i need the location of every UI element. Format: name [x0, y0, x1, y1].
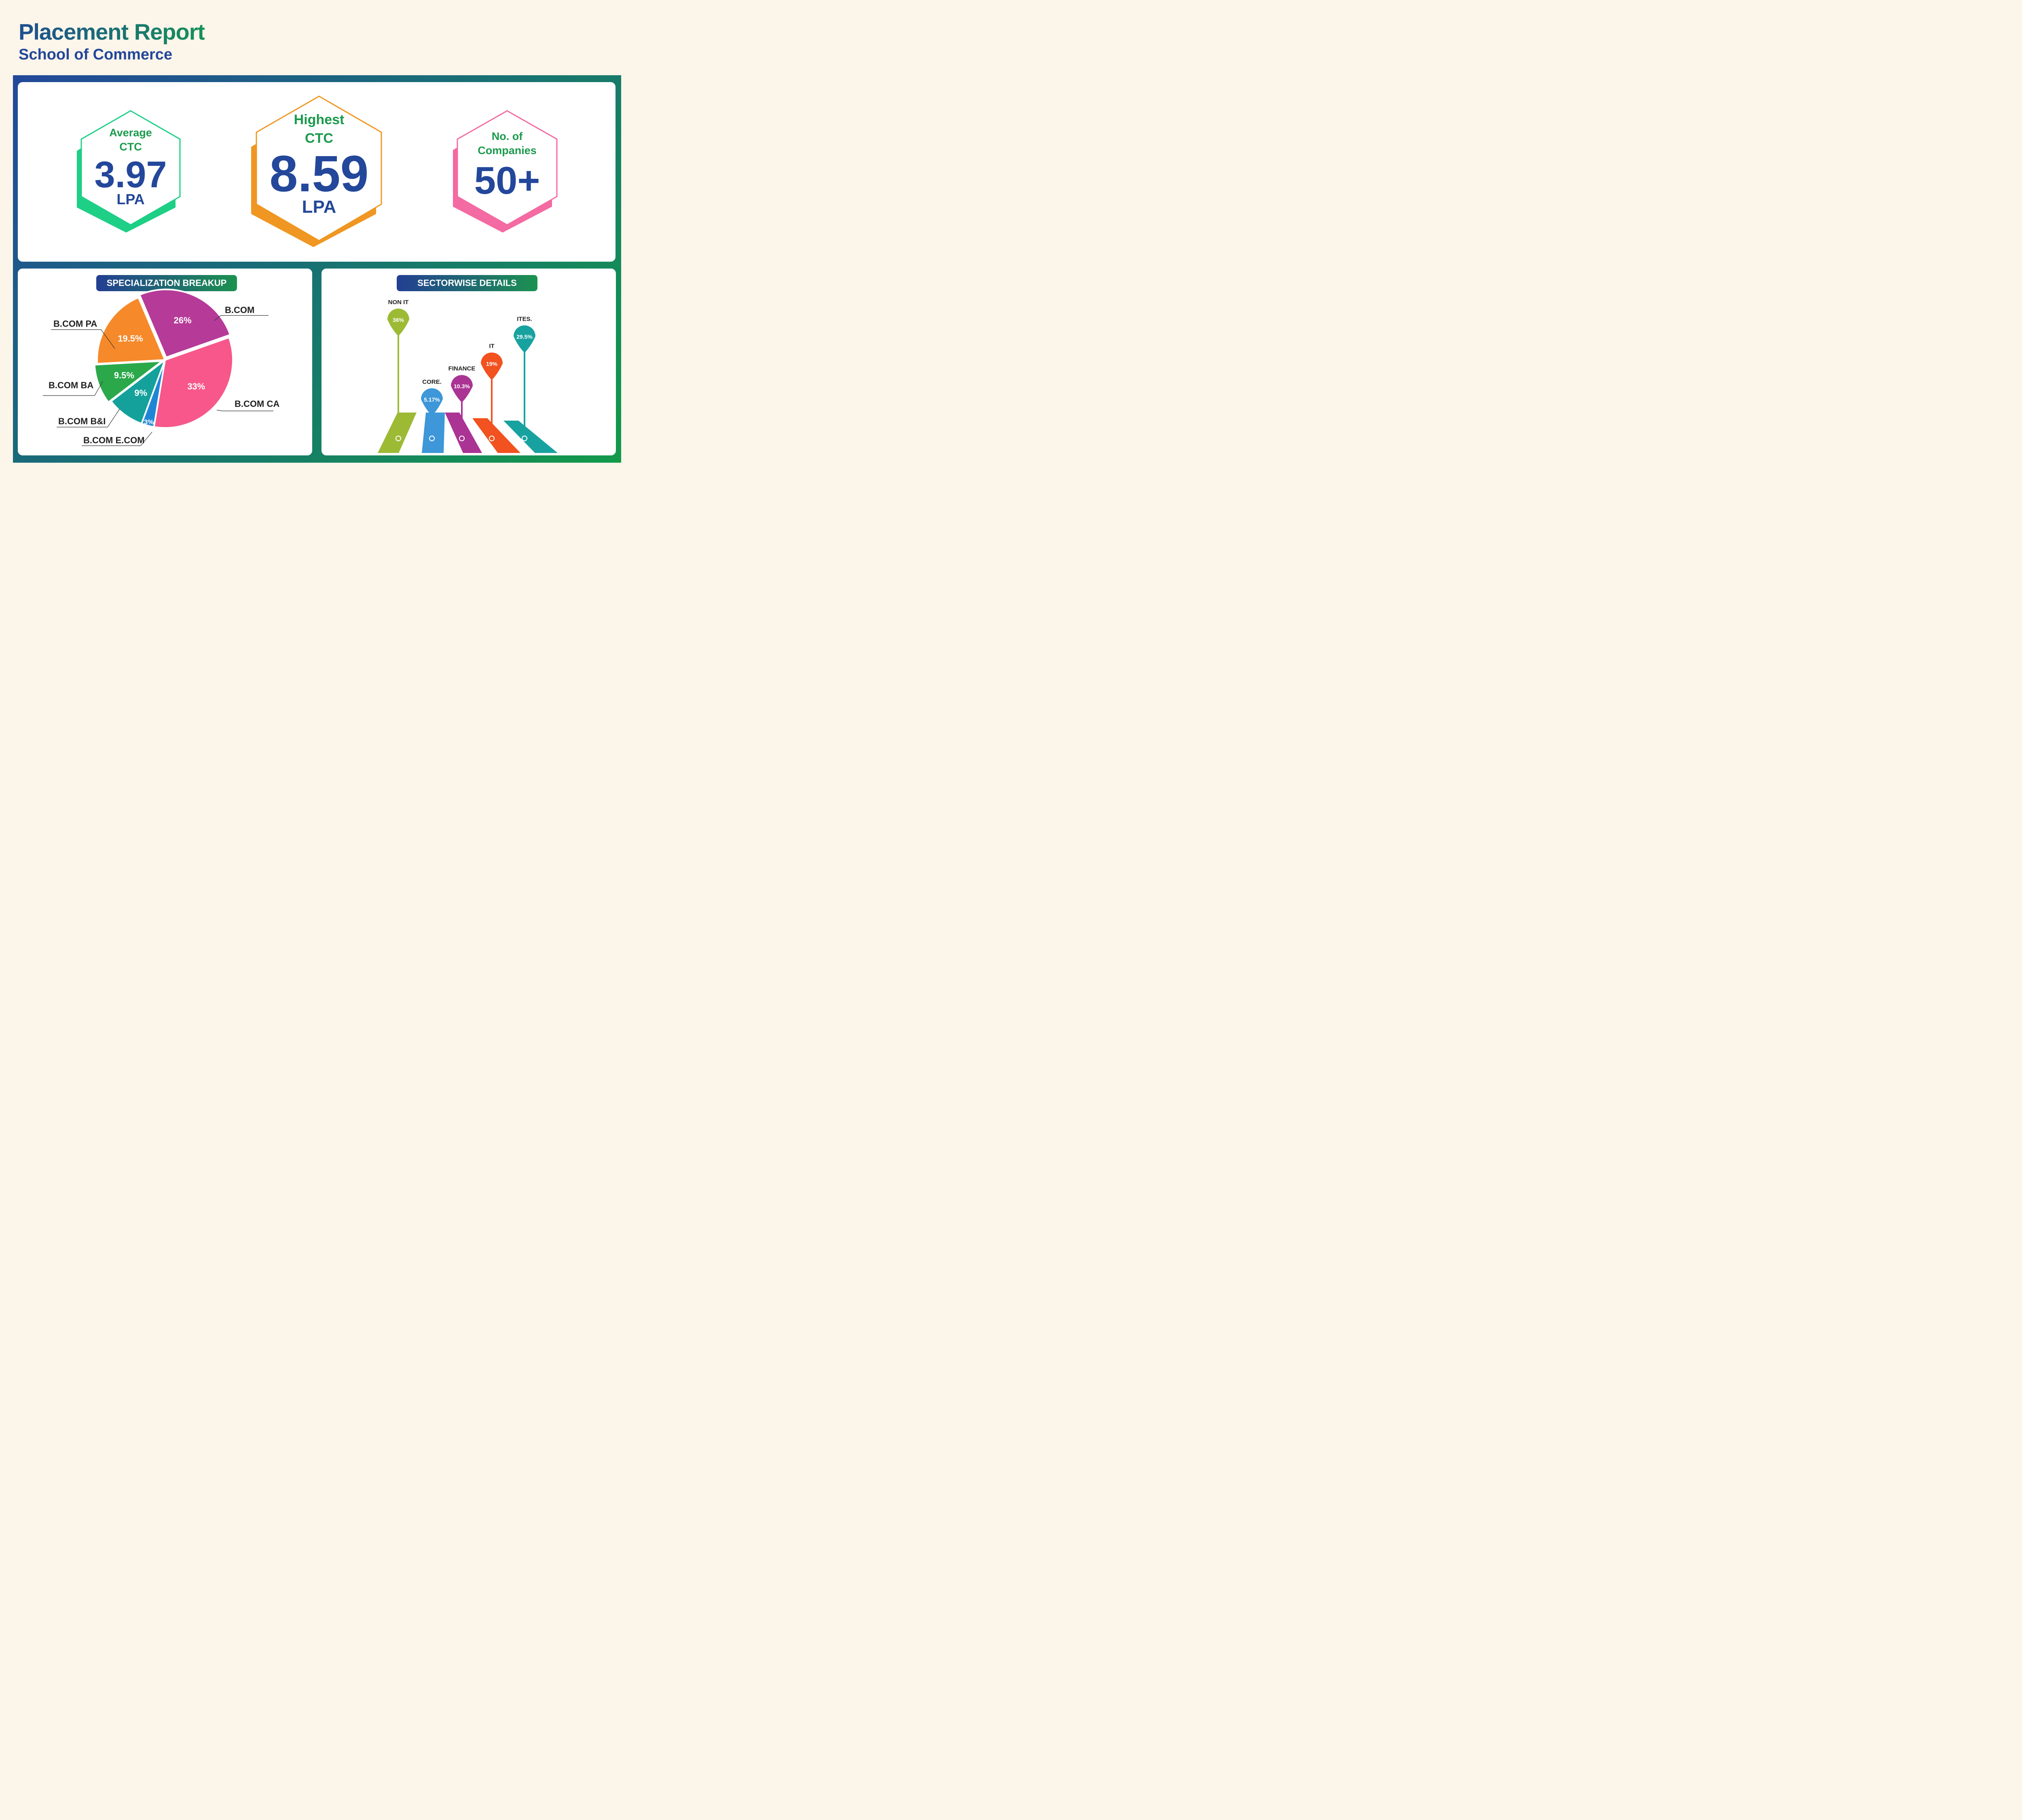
kpi-graphics: Average CTC 3.97 LPA Highest CTC 8.59 LP… [77, 95, 558, 247]
sector-label-core: CORE. [422, 379, 442, 385]
pie-value-b-com-pa: 19.5% [118, 334, 143, 344]
pie-leader-b-com-b-i [57, 408, 120, 427]
sector-label-finance: FINANCE [448, 365, 476, 372]
pie-slice-b-com-ba [93, 360, 165, 404]
sector-label-ites: ITES. [517, 316, 532, 323]
pie-leader-b-com-e-com [82, 432, 152, 446]
kpi-average-label-2: CTC [119, 141, 142, 153]
pie-leader-b-com-pa [51, 329, 115, 349]
kpi-highest-hexagon [256, 95, 382, 241]
pie-value-b-com: 26% [173, 315, 191, 325]
sector-base-dot-ites [522, 436, 527, 441]
pie-label-b-com-pa: B.COM PA [53, 319, 97, 329]
sector-title: SECTORWISE DETAILS [397, 275, 537, 291]
specialization-pie-chart: 26% B.COM 33% B.COM CA 3% B.COM E.COM 9% B.COM … [43, 288, 279, 446]
sector-bar-ites [503, 421, 558, 453]
pie-value-b-com-b-i: 9% [134, 388, 147, 398]
sector-pin-non-it [387, 309, 409, 336]
sector-pin-it [481, 352, 503, 380]
pie-value-b-com-ba: 9.5% [114, 370, 134, 380]
report-frame: Average CTC 3.97 LPA Highest CTC 8.59 LP… [13, 75, 621, 463]
sector-chart: 36% NON IT 5.17% CORE. 10.3% FINANCE 19% IT 29.5… [378, 299, 558, 453]
sector-base-dot-non-it [396, 436, 401, 441]
kpi-companies-label-1: No. of [492, 130, 523, 142]
kpi-average-ctc: Average CTC 3.97 LPA [77, 110, 181, 233]
kpi-average-value: 3.97 [94, 154, 167, 195]
sector-label-it: IT [489, 343, 494, 350]
pie-label-b-com: B.COM [225, 305, 254, 315]
sector-panel: SECTORWISE DETAILS 36% NON IT 5.17% CORE. 10… [321, 269, 616, 455]
sector-label-non-it: NON IT [388, 299, 409, 306]
kpi-highest-value: 8.59 [269, 145, 368, 202]
sector-pin-core [421, 388, 443, 416]
pie-value-b-com-ca: 33% [187, 381, 205, 392]
kpi-average-hexagon [80, 110, 181, 226]
kpi-highest-label-1: Highest [294, 112, 345, 127]
pie-slice-b-com-ca [153, 336, 234, 429]
pie-label-b-com-ca: B.COM CA [235, 399, 279, 409]
kpi-highest-ctc: Highest CTC 8.59 LPA [251, 95, 382, 247]
sector-bar-finance [445, 413, 482, 453]
pie-value-b-com-e-com: 3% [144, 418, 154, 426]
specialization-title: SPECIALIZATION BREAKUP [96, 275, 237, 291]
pie-label-b-com-e-com: B.COM E.COM [83, 435, 145, 445]
kpi-companies-value: 50+ [474, 159, 540, 202]
sector-base-dot-it [489, 436, 495, 441]
kpi-highest-unit: LPA [302, 197, 336, 217]
kpi-companies-hexagon [457, 110, 558, 226]
kpi-companies-label-2: Companies [478, 144, 537, 157]
pie-leader-b-com-ca [216, 410, 273, 411]
kpi-average-label-1: Average [109, 127, 152, 139]
sector-value-finance: 10.3% [454, 383, 470, 389]
pie-label-b-com-b-i: B.COM B&I [58, 416, 106, 426]
sector-base-dot-finance [459, 436, 465, 441]
kpi-companies: No. of Companies 50+ [453, 110, 558, 233]
kpi-average-unit: LPA [116, 191, 144, 207]
sector-value-it: 19% [486, 361, 498, 367]
pie-leader-b-com-ba [43, 381, 103, 396]
specialization-panel: SPECIALIZATION BREAKUP 26% B.COM 33% B.COM … [18, 269, 312, 455]
page-subtitle: School of Commerce [19, 46, 173, 63]
pie-slice-b-com [138, 288, 231, 359]
pie-slice-b-com-b-i [110, 358, 167, 425]
pie-leader-b-com [214, 315, 269, 321]
pie-label-b-com-ba: B.COM BA [49, 380, 93, 390]
sector-value-non-it: 36% [393, 317, 404, 323]
kpi-highest-label-2: CTC [305, 131, 333, 146]
sector-bar-core [422, 413, 445, 453]
sector-value-ites: 29.5% [516, 334, 533, 340]
sector-pin-finance [451, 375, 473, 403]
sector-value-core: 5.17% [424, 396, 440, 403]
sector-bar-it [472, 418, 520, 453]
sector-base-dot-core [429, 436, 435, 441]
sector-pin-ites [514, 325, 535, 353]
kpi-panel: Average CTC 3.97 LPA Highest CTC 8.59 LP… [18, 82, 615, 262]
sector-bar-non-it [378, 413, 417, 453]
page-title: Placement Report [19, 19, 205, 44]
